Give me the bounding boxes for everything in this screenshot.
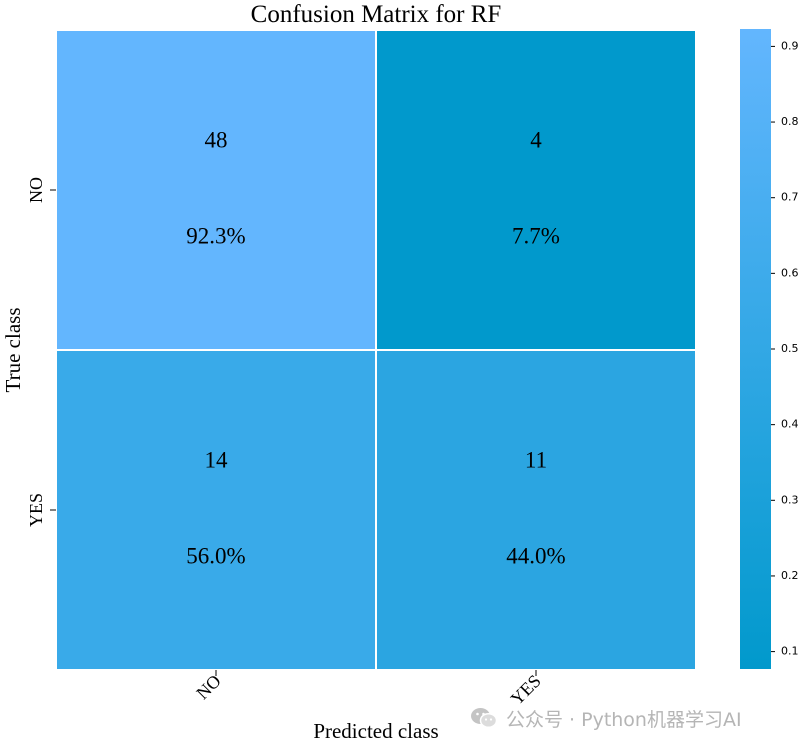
- x-axis-label: Predicted class: [313, 719, 438, 743]
- wechat-icon: [471, 708, 498, 729]
- colorbar-tick-label: 0.8: [781, 115, 799, 128]
- colorbar-tick-label: 0.2: [781, 569, 799, 582]
- colorbar-ticks: 0.1 0.2 0.3 0.4 0.5 0.6 0.7 0.8 0.9: [771, 39, 799, 658]
- colorbar-tick-label: 0.9: [781, 39, 799, 52]
- cell-percent-label: 44.0%: [506, 543, 565, 568]
- colorbar: [740, 29, 771, 669]
- y-tick-label: NO: [26, 177, 46, 203]
- colorbar-tick-label: 0.5: [781, 342, 799, 355]
- cell-count-label: 14: [205, 447, 229, 472]
- cell-count-label: 4: [530, 127, 542, 152]
- chart-title: Confusion Matrix for RF: [251, 1, 502, 28]
- x-tick-label: NO: [192, 671, 225, 704]
- heatmap-cells: [55, 29, 697, 671]
- watermark-text: 公众号 · Python机器学习AI: [506, 708, 742, 731]
- colorbar-tick-label: 0.1: [781, 645, 799, 658]
- y-axis-ticks: NO YES: [26, 177, 56, 527]
- heatmap-cell-yes-yes: [375, 349, 697, 671]
- colorbar-tick-label: 0.4: [781, 418, 799, 431]
- cell-count-label: 11: [525, 447, 547, 472]
- cell-percent-label: 56.0%: [186, 543, 245, 568]
- colorbar-tick-label: 0.7: [781, 191, 799, 204]
- colorbar-tick-label: 0.3: [781, 493, 799, 506]
- heatmap-cell-yes-no: [55, 349, 377, 671]
- colorbar-tick-label: 0.6: [781, 266, 799, 279]
- y-tick-label: YES: [26, 493, 46, 527]
- heatmap-cell-no-no: [55, 29, 377, 351]
- watermark: 公众号 · Python机器学习AI: [470, 704, 742, 732]
- y-axis-label: True class: [1, 308, 25, 393]
- cell-count-label: 48: [205, 127, 228, 152]
- heatmap-cell-labels: 48 92.3% 4 7.7% 14 56.0% 11 44.0%: [186, 127, 565, 568]
- heatmap-cell-no-yes: [375, 29, 697, 351]
- cell-percent-label: 7.7%: [512, 223, 560, 248]
- cell-percent-label: 92.3%: [186, 223, 245, 248]
